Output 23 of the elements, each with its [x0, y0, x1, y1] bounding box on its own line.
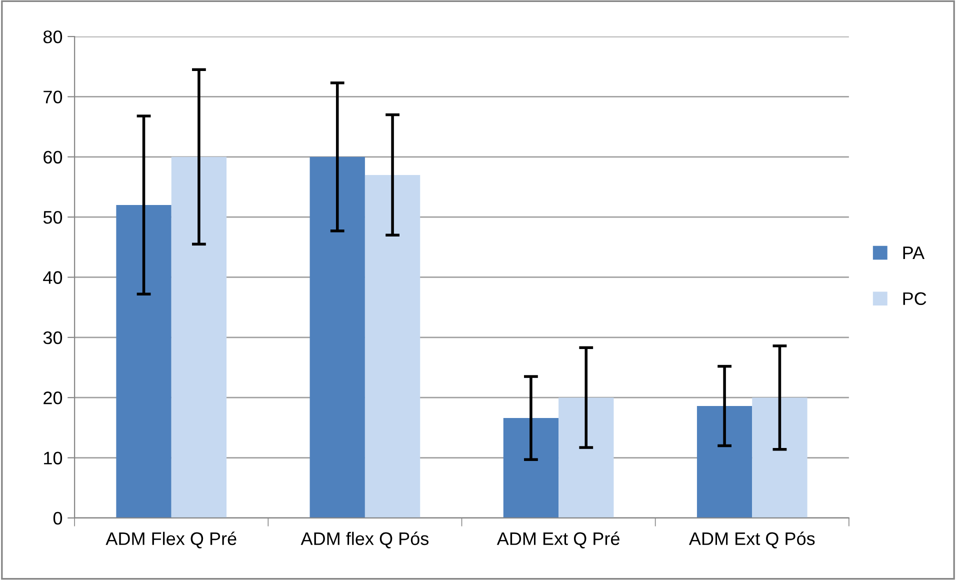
x-tick-label: ADM Flex Q Pré: [106, 532, 236, 548]
y-tick-label: 80: [43, 30, 62, 44]
y-tick-label: 50: [43, 211, 62, 224]
legend-label: PC: [903, 292, 926, 306]
y-tick-label: 20: [44, 392, 62, 404]
y-tick-label: 30: [43, 331, 62, 344]
bar: [752, 398, 808, 518]
y-tick-label: 70: [44, 90, 62, 104]
y-tick-label: 0: [53, 512, 62, 525]
bar: [171, 156, 227, 518]
bar: [116, 205, 172, 518]
y-tick-label: 40: [43, 271, 62, 284]
x-tick-label: ADM Ext Q Pré: [496, 532, 620, 548]
bar: [503, 418, 559, 518]
bar: [310, 156, 365, 518]
x-tick-label: ADM Ext Q Pós: [688, 532, 815, 548]
y-tick-label: 60: [44, 150, 62, 164]
bar: [364, 174, 420, 518]
bar: [558, 398, 614, 518]
y-tick-label: 10: [44, 452, 62, 464]
x-tick-label: ADM flex Q Pós: [300, 532, 429, 548]
bar: [696, 406, 752, 518]
legend-label: PA: [903, 246, 925, 260]
